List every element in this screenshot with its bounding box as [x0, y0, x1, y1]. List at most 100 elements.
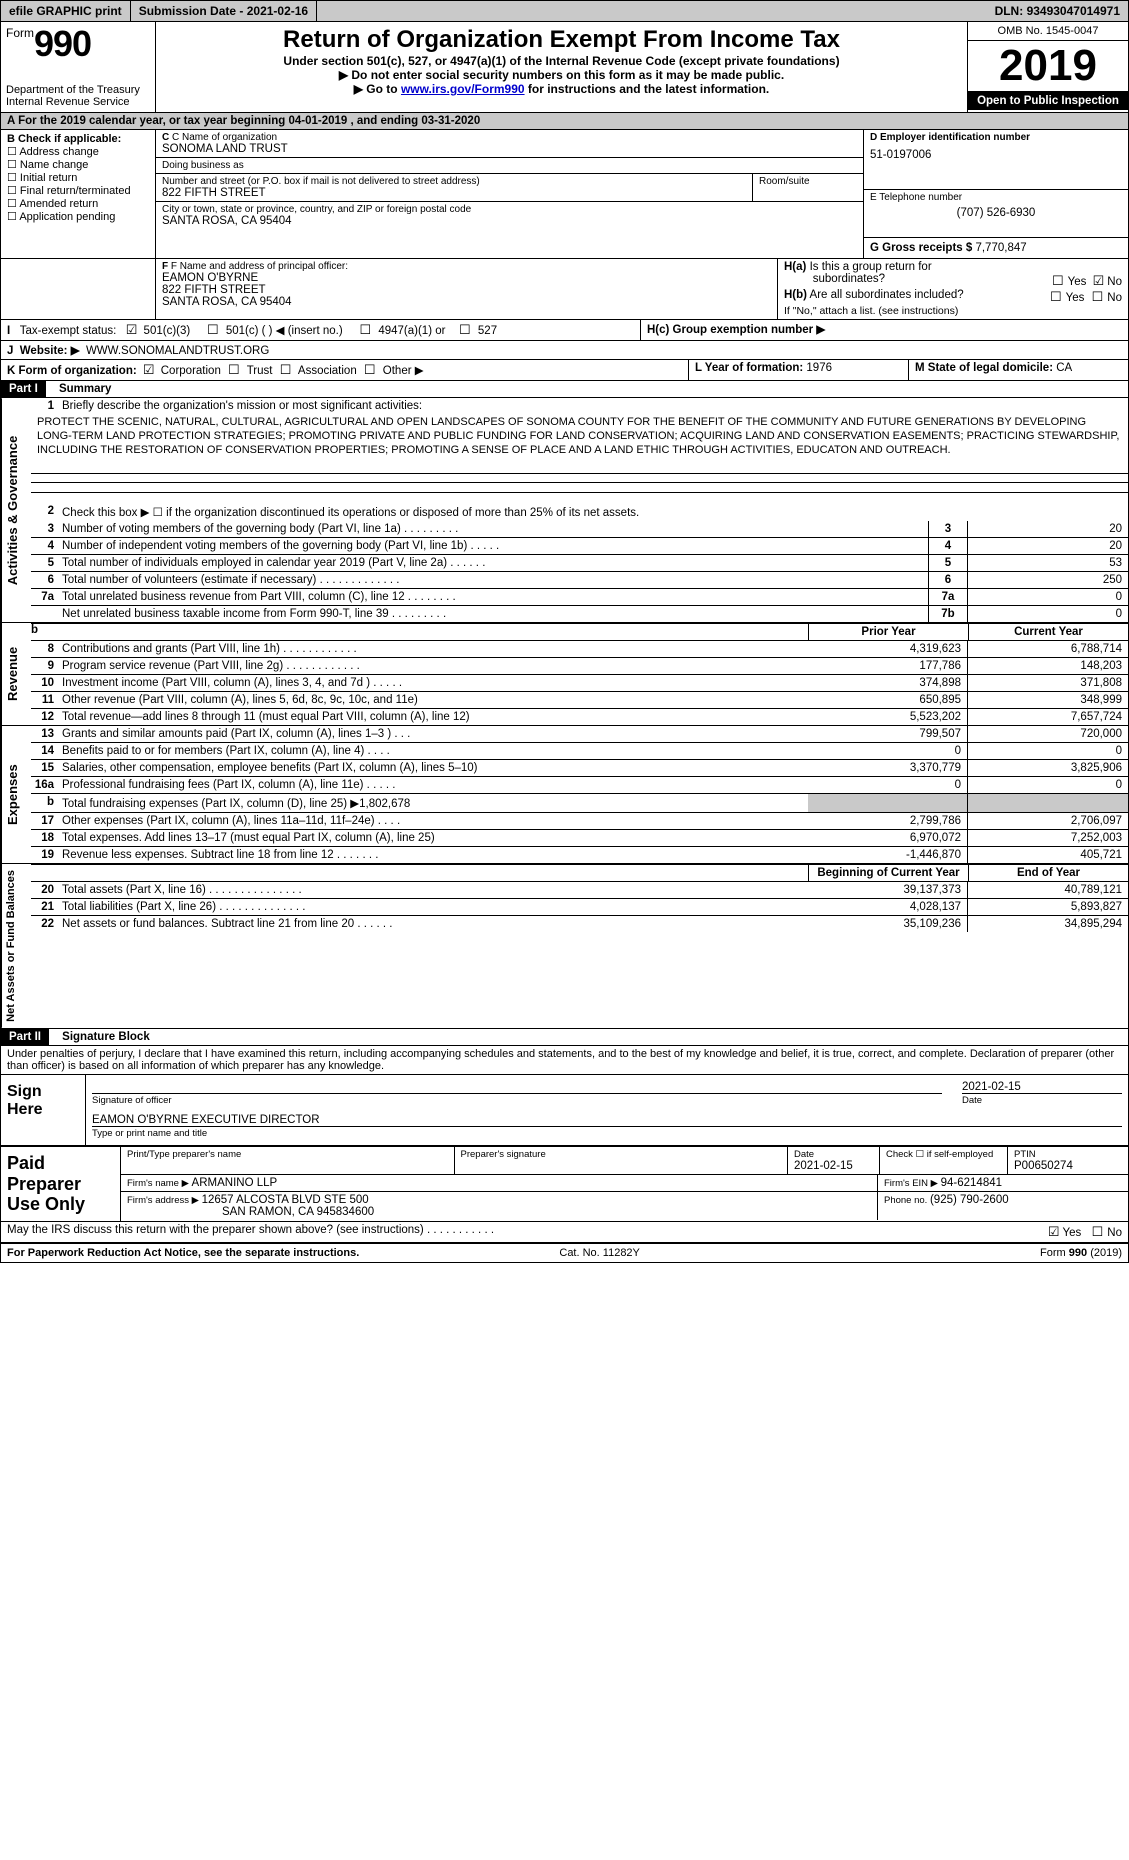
net-assets-section: Net Assets or Fund Balances Beginning of… — [1, 864, 1128, 1029]
net-assets-label: Net Assets or Fund Balances — [1, 864, 31, 1028]
entity-info: B Check if applicable: ☐ Address change … — [1, 130, 1128, 259]
section-c: C C Name of organization SONOMA LAND TRU… — [156, 130, 863, 258]
submission-date: Submission Date - 2021-02-16 — [131, 1, 317, 21]
telephone: (707) 526-6930 — [870, 203, 1122, 219]
table-row: 14Benefits paid to or for members (Part … — [31, 743, 1128, 760]
group-exemption: H(c) Group exemption number ▶ — [647, 324, 825, 336]
principal-officer: F F Name and address of principal office… — [156, 259, 778, 319]
ha-no[interactable] — [1090, 276, 1108, 288]
ptin: P00650274 — [1014, 1160, 1122, 1172]
table-row: 19Revenue less expenses. Subtract line 1… — [31, 847, 1128, 863]
line-3-value: 20 — [968, 521, 1128, 538]
cat-no: Cat. No. 11282Y — [559, 1247, 640, 1259]
line-5-value: 53 — [968, 555, 1128, 572]
revenue-label: Revenue — [1, 623, 31, 725]
table-row: 12Total revenue—add lines 8 through 11 (… — [31, 709, 1128, 725]
table-row: 13Grants and similar amounts paid (Part … — [31, 726, 1128, 743]
table-row: 20Total assets (Part X, line 16) . . . .… — [31, 882, 1128, 899]
efile-print-label: efile GRAPHIC print — [1, 1, 131, 21]
firm-address-1: 12657 ALCOSTA BLVD STE 500 — [202, 1194, 369, 1206]
public-inspection: Open to Public Inspection — [968, 92, 1128, 110]
corp-check[interactable] — [140, 365, 158, 377]
paid-preparer: Paid Preparer Use Only Print/Type prepar… — [1, 1146, 1128, 1222]
table-row: 22Net assets or fund balances. Subtract … — [31, 916, 1128, 932]
revenue-section: Revenue bPrior YearCurrent Year 8Contrib… — [1, 623, 1128, 726]
signature-date: 2021-02-15 — [962, 1081, 1122, 1094]
discuss-yes[interactable] — [1045, 1227, 1063, 1239]
form-title: Return of Organization Exempt From Incom… — [162, 26, 961, 54]
perjury-declaration: Under penalties of perjury, I declare th… — [1, 1046, 1128, 1075]
table-row: 21Total liabilities (Part X, line 26) . … — [31, 899, 1128, 916]
year-formation: 1976 — [806, 362, 832, 374]
table-row: 18Total expenses. Add lines 13–17 (must … — [31, 830, 1128, 847]
org-name: SONOMA LAND TRUST — [162, 143, 857, 155]
irs-link[interactable]: www.irs.gov/Form990 — [401, 82, 525, 96]
amended-return[interactable]: ☐ Amended return — [7, 197, 149, 210]
assoc-check[interactable] — [276, 365, 296, 377]
line-6-value: 250 — [968, 572, 1128, 589]
signature-block: Sign Here Signature of officer 2021-02-1… — [1, 1075, 1128, 1146]
line-4-value: 20 — [968, 538, 1128, 555]
section-b: B Check if applicable: ☐ Address change … — [1, 130, 156, 258]
part-1-header: Part I Summary — [1, 381, 1128, 398]
form-header: Form990 Department of the Treasury Inter… — [1, 22, 1128, 113]
trust-check[interactable] — [224, 365, 244, 377]
name-change[interactable]: ☐ Name change — [7, 158, 149, 171]
hb-yes[interactable] — [1046, 292, 1066, 304]
year-line: A For the 2019 calendar year, or tax yea… — [1, 113, 1128, 130]
form-prefix: Form — [6, 26, 34, 40]
ha-yes[interactable] — [1048, 276, 1068, 288]
street: 822 FIFTH STREET — [162, 187, 746, 199]
table-row: 17Other expenses (Part IX, column (A), l… — [31, 813, 1128, 830]
activities-governance: Activities & Governance 1Briefly describ… — [1, 398, 1128, 623]
table-row: 16aProfessional fundraising fees (Part I… — [31, 777, 1128, 794]
self-employed-check[interactable]: Check ☐ if self-employed — [880, 1147, 1008, 1174]
group-return: H(a) Is this a group return for subordin… — [778, 259, 1128, 319]
final-return[interactable]: ☐ Final return/terminated — [7, 184, 149, 197]
ag-label: Activities & Governance — [1, 398, 31, 622]
expenses-section: Expenses 13Grants and similar amounts pa… — [1, 726, 1128, 864]
state-domicile: CA — [1056, 362, 1072, 374]
city-state-zip: SANTA ROSA, CA 95404 — [162, 215, 857, 227]
header-right: OMB No. 1545-0047 2019 Open to Public In… — [968, 22, 1128, 112]
other-check[interactable] — [360, 365, 380, 377]
header-left: Form990 Department of the Treasury Inter… — [1, 22, 156, 112]
omb-number: OMB No. 1545-0047 — [968, 22, 1128, 41]
527-check[interactable] — [455, 325, 475, 337]
dept-treasury: Department of the Treasury Internal Reve… — [6, 84, 150, 108]
irs-discuss-row: May the IRS discuss this return with the… — [1, 1222, 1128, 1244]
hb-no[interactable] — [1088, 292, 1108, 304]
expenses-label: Expenses — [1, 726, 31, 863]
subhead-1: Under section 501(c), 527, or 4947(a)(1)… — [162, 54, 961, 68]
top-bar: efile GRAPHIC print Submission Date - 20… — [1, 1, 1128, 22]
table-row: 9Program service revenue (Part VIII, lin… — [31, 658, 1128, 675]
line-7b-value: 0 — [968, 606, 1128, 622]
form-number: 990 — [34, 23, 91, 64]
discuss-no[interactable] — [1088, 1227, 1108, 1239]
preparer-date: 2021-02-15 — [794, 1160, 873, 1172]
4947-check[interactable] — [355, 325, 375, 337]
section-fh: F F Name and address of principal office… — [1, 259, 1128, 320]
firm-name: ARMANINO LLP — [192, 1177, 278, 1189]
app-pending[interactable]: ☐ Application pending — [7, 210, 149, 223]
dln: DLN: 93493047014971 — [987, 1, 1128, 21]
website[interactable]: WWW.SONOMALANDTRUST.ORG — [86, 345, 269, 357]
table-row: 11Other revenue (Part VIII, column (A), … — [31, 692, 1128, 709]
initial-return[interactable]: ☐ Initial return — [7, 171, 149, 184]
officer-name-title: EAMON O'BYRNE EXECUTIVE DIRECTOR — [92, 1114, 1122, 1127]
subhead-3: ▶ Go to www.irs.gov/Form990 for instruct… — [162, 82, 961, 96]
firm-ein: 94-6214841 — [941, 1177, 1002, 1189]
501c3-check[interactable] — [123, 325, 141, 337]
501c-check[interactable] — [203, 325, 223, 337]
part-2-header: Part II Signature Block — [1, 1029, 1128, 1046]
section-deg: D Employer identification number 51-0197… — [863, 130, 1128, 258]
tax-exempt-status: I Tax-exempt status: 501(c)(3) 501(c) ( … — [1, 320, 1128, 341]
subhead-2: Do not enter social security numbers on … — [162, 68, 961, 82]
firm-address-2: SAN RAMON, CA 945834600 — [127, 1206, 871, 1218]
addr-change[interactable]: ☐ Address change — [7, 145, 149, 158]
line-7a-value: 0 — [968, 589, 1128, 606]
tax-year: 2019 — [968, 41, 1128, 92]
header-center: Return of Organization Exempt From Incom… — [156, 22, 968, 112]
k-l-m-row: K Form of organization: Corporation Trus… — [1, 360, 1128, 381]
table-row: bTotal fundraising expenses (Part IX, co… — [31, 794, 1128, 813]
